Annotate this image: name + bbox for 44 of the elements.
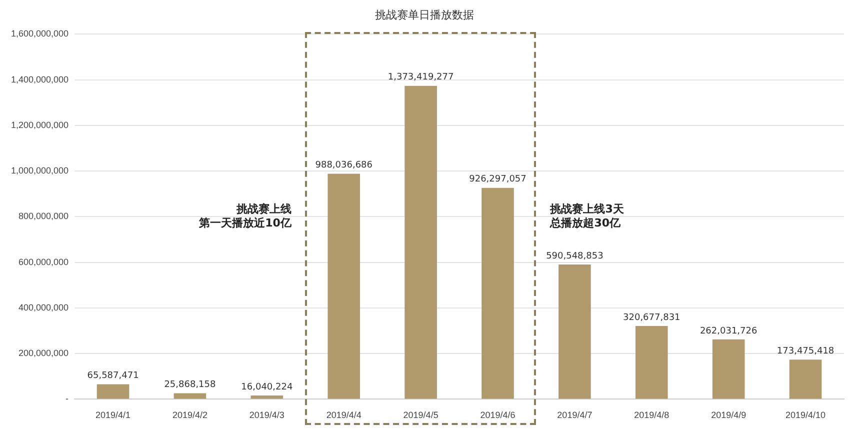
annotation: 挑战赛上线3天 [549, 202, 625, 216]
bar [558, 264, 591, 399]
data-label: 262,031,726 [700, 326, 758, 336]
data-label: 590,548,853 [546, 251, 604, 262]
x-tick-label: 2019/4/5 [403, 410, 438, 420]
bar [789, 360, 822, 399]
bar [96, 384, 130, 399]
y-tick-label: - [66, 394, 69, 404]
data-label: 173,475,418 [776, 346, 834, 356]
y-tick-label: 1,200,000,000 [10, 120, 69, 130]
bar [482, 188, 514, 399]
y-tick-label: 400,000,000 [18, 302, 69, 312]
data-label: 65,587,471 [87, 371, 139, 382]
annotation: 挑战赛上线 [235, 202, 292, 216]
x-tick-label: 2019/4/10 [786, 410, 826, 420]
y-tick-label: 1,000,000,000 [10, 166, 69, 176]
bar [174, 393, 206, 399]
bar [712, 339, 745, 399]
data-label: 926,297,057 [469, 174, 526, 185]
data-label: 320,677,831 [623, 312, 680, 323]
x-tick-label: 2019/4/8 [634, 410, 670, 420]
data-label: 25,868,158 [164, 380, 216, 390]
data-label: 988,036,686 [315, 160, 373, 171]
x-tick-label: 2019/4/2 [172, 410, 208, 420]
annotation: 总播放超30亿 [549, 216, 622, 230]
y-tick-label: 800,000,000 [18, 211, 69, 222]
data-label: 1,373,419,277 [388, 72, 454, 83]
bar [404, 86, 437, 399]
y-tick-label: 200,000,000 [18, 348, 69, 358]
x-tick-label: 2019/4/1 [96, 410, 131, 420]
bar [328, 174, 360, 399]
y-tick-label: 1,400,000,000 [10, 74, 69, 84]
data-label: 16,040,224 [241, 382, 293, 392]
y-tick-label: 1,600,000,000 [10, 28, 69, 39]
bar [250, 396, 284, 399]
x-tick-label: 2019/4/7 [557, 410, 592, 420]
x-tick-label: 2019/4/3 [249, 410, 284, 420]
annotation: 第一天播放近10亿 [198, 216, 292, 230]
x-tick-label: 2019/4/4 [326, 410, 362, 420]
y-tick-label: 600,000,000 [18, 256, 69, 267]
chart-title: 挑战赛单日播放数据 [375, 8, 474, 22]
bar [635, 326, 668, 399]
x-tick-label: 2019/4/6 [480, 410, 516, 420]
x-tick-label: 2019/4/9 [711, 410, 746, 420]
